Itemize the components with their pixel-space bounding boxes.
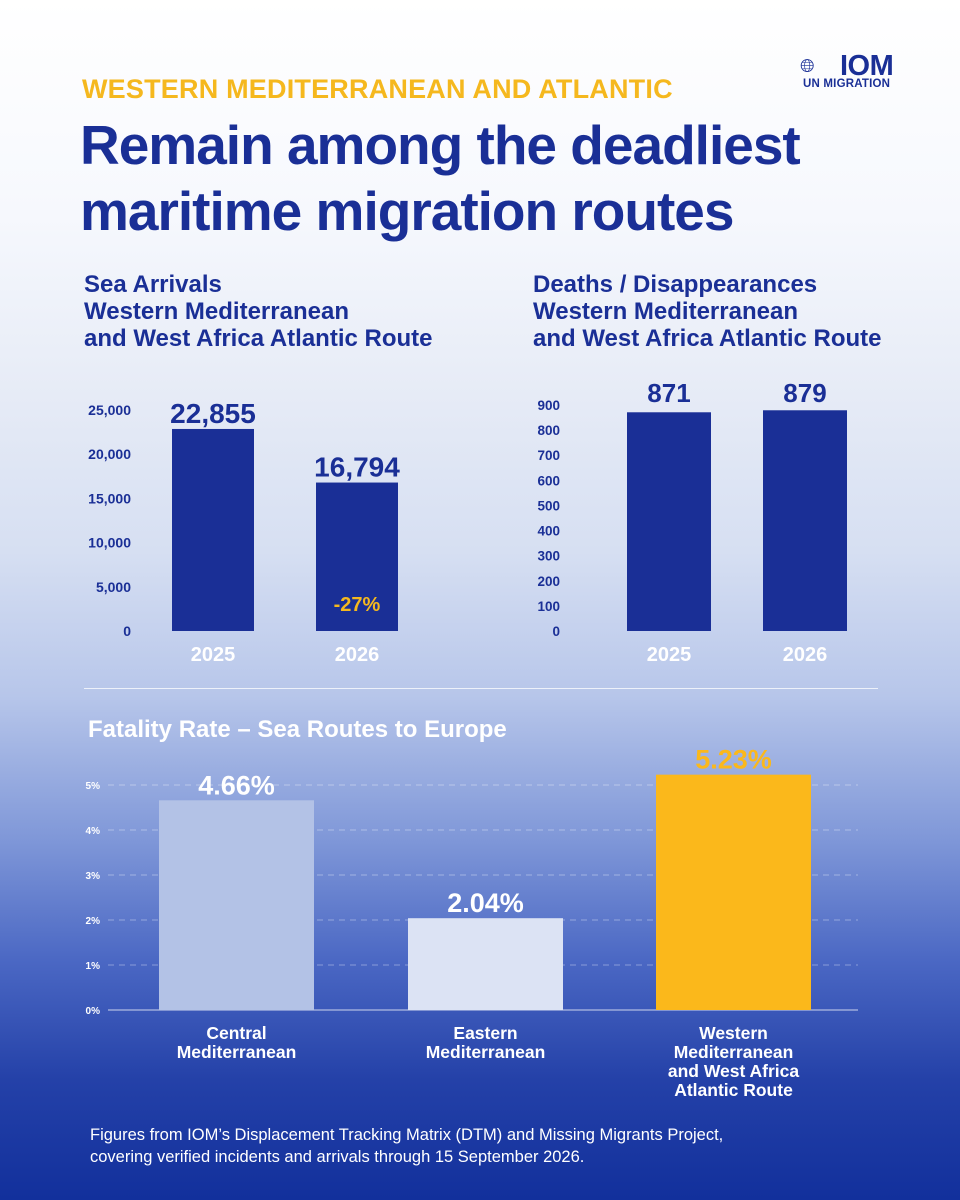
deaths-value-label: 871 xyxy=(647,378,690,408)
fatality-ytick: 2% xyxy=(86,916,101,927)
deaths-ytick: 700 xyxy=(537,448,560,463)
deaths-title-line-2: Western Mediterranean xyxy=(533,298,798,325)
deaths-bar-2026 xyxy=(763,410,847,631)
section-divider xyxy=(84,688,878,689)
fatality-value-label: 4.66% xyxy=(198,770,275,800)
fatality-category-line: and West Africa xyxy=(667,1061,800,1081)
footer-line-1: Figures from IOM’s Displacement Tracking… xyxy=(90,1126,724,1144)
fatality-ytick: 3% xyxy=(86,871,101,882)
arrivals-ytick: 20,000 xyxy=(88,446,131,462)
arrivals-chart-title: Sea Arrivals Western Mediterranean and W… xyxy=(84,271,433,352)
fatality-category-line: Atlantic Route xyxy=(674,1080,793,1100)
deaths-ytick: 200 xyxy=(537,574,560,589)
deaths-ytick: 100 xyxy=(537,599,560,614)
arrivals-ytick: 10,000 xyxy=(88,535,131,551)
logo-text: IOM xyxy=(840,50,894,82)
deaths-xtick: 2026 xyxy=(783,644,828,666)
deaths-title-line-3: and West Africa Atlantic Route xyxy=(533,325,882,352)
fatality-bar xyxy=(656,774,811,1010)
deaths-title-line-1: Deaths / Disappearances xyxy=(533,271,818,298)
arrivals-xtick: 2026 xyxy=(335,644,380,666)
fatality-category-line: Eastern xyxy=(453,1023,518,1043)
fatality-value-label: 2.04% xyxy=(447,888,524,918)
deaths-ytick: 400 xyxy=(537,524,560,539)
logo-subtext: UN MIGRATION xyxy=(803,78,891,90)
deaths-xtick: 2025 xyxy=(647,644,692,666)
arrivals-change-annotation: -27% xyxy=(334,594,381,616)
deaths-ytick: 900 xyxy=(537,398,560,413)
iom-logo-icon xyxy=(800,59,814,73)
headline-line-1: Remain among the deadliest xyxy=(80,114,801,176)
fatality-value-label: 5.23% xyxy=(695,745,772,775)
footer-line-2: covering verified incidents and arrivals… xyxy=(90,1148,585,1166)
fatality-category-line: Mediterranean xyxy=(425,1042,546,1062)
arrivals-value-label: 22,855 xyxy=(170,398,256,429)
fatality-bar xyxy=(408,918,563,1010)
kicker: WESTERN MEDITERRANEAN AND ATLANTIC xyxy=(82,74,673,104)
deaths-ytick: 0 xyxy=(552,624,560,639)
deaths-chart-title: Deaths / Disappearances Western Mediterr… xyxy=(533,271,882,352)
arrivals-ytick: 25,000 xyxy=(88,402,131,418)
fatality-ytick: 1% xyxy=(86,961,101,972)
arrivals-title-line-1: Sea Arrivals xyxy=(84,271,222,298)
deaths-bar-2025 xyxy=(627,412,711,631)
arrivals-bar-2025 xyxy=(172,428,254,631)
headline-line-2: maritime migration routes xyxy=(80,180,734,242)
fatality-category-label: Eastern Mediterranean xyxy=(378,1024,593,1062)
arrivals-ytick: 15,000 xyxy=(88,490,131,506)
fatality-category-line: Western xyxy=(699,1023,768,1043)
fatality-category-line: Mediterranean xyxy=(176,1042,297,1062)
fatality-category-label: Central Mediterranean xyxy=(129,1024,344,1062)
fatality-category-line: Central xyxy=(206,1023,267,1043)
deaths-ytick: 800 xyxy=(537,423,560,438)
headline: Remain among the deadliest maritime migr… xyxy=(80,112,801,244)
fatality-ytick: 0% xyxy=(86,1006,101,1017)
arrivals-ytick: 5,000 xyxy=(96,579,131,595)
arrivals-xtick: 2025 xyxy=(191,644,236,666)
arrivals-title-line-3: and West Africa Atlantic Route xyxy=(84,325,433,352)
arrivals-value-label: 16,794 xyxy=(314,452,400,483)
arrivals-bar-2026 xyxy=(316,482,398,631)
footer-note: Figures from IOM’s Displacement Tracking… xyxy=(90,1124,910,1168)
fatality-bar xyxy=(159,800,314,1010)
fatality-ytick: 4% xyxy=(86,826,101,837)
arrivals-title-line-2: Western Mediterranean xyxy=(84,298,349,325)
fatality-ytick: 5% xyxy=(86,781,101,792)
deaths-value-label: 879 xyxy=(783,378,826,408)
fatality-chart-title: Fatality Rate – Sea Routes to Europe xyxy=(88,716,507,743)
fatality-category-label: Western Mediterranean and West Africa Atlan… xyxy=(626,1024,841,1100)
deaths-ytick: 300 xyxy=(537,549,560,564)
arrivals-ytick: 0 xyxy=(123,623,131,639)
deaths-ytick: 500 xyxy=(537,498,560,513)
fatality-category-line: Mediterranean xyxy=(673,1042,794,1062)
deaths-ytick: 600 xyxy=(537,473,560,488)
